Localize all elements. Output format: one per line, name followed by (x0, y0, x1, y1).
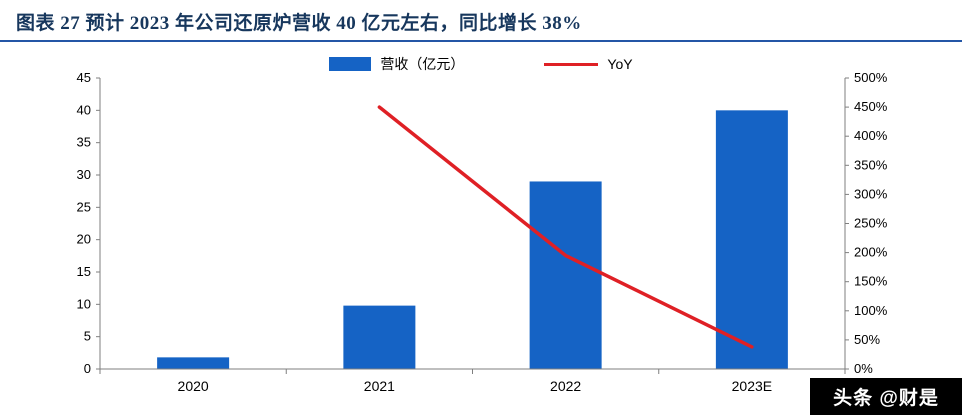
right-axis-label: 300% (854, 186, 888, 201)
right-axis-label: 250% (854, 216, 888, 231)
watermark-badge: 头条 @财是 (810, 378, 962, 415)
left-axis-label: 45 (77, 70, 91, 85)
legend-label-yoy: YoY (607, 56, 633, 72)
bar-2023E (715, 110, 788, 369)
left-axis-label: 40 (77, 102, 91, 117)
left-axis-label: 25 (77, 199, 91, 214)
x-axis-label: 2022 (550, 378, 581, 394)
left-axis-label: 20 (77, 232, 91, 247)
left-axis-label: 10 (77, 296, 91, 311)
left-axis-label: 0 (84, 361, 91, 376)
bar-2021 (343, 305, 416, 369)
figure-title: 图表 27 预计 2023 年公司还原炉营收 40 亿元左右，同比增长 38% (16, 13, 582, 34)
left-axis-label: 15 (77, 264, 91, 279)
left-axis-label: 5 (84, 329, 91, 344)
x-axis-label: 2020 (178, 378, 209, 394)
legend-item-revenue: 营收（亿元） (329, 54, 464, 74)
bar-2020 (157, 357, 230, 369)
right-axis-label: 0% (854, 361, 873, 376)
chart-legend: 营收（亿元） YoY (0, 54, 962, 74)
right-axis-label: 500% (854, 70, 888, 85)
title-divider (0, 40, 962, 42)
bar-2022 (529, 181, 602, 369)
legend-bar-swatch-icon (329, 57, 372, 71)
right-axis-label: 200% (854, 245, 888, 260)
legend-item-yoy: YoY (544, 56, 633, 72)
right-axis-label: 100% (854, 303, 888, 318)
x-axis-label: 2021 (364, 378, 395, 394)
left-axis-label: 35 (77, 135, 91, 150)
yoy-line (377, 105, 754, 349)
right-axis-label: 400% (854, 128, 888, 143)
legend-label-revenue: 营收（亿元） (380, 56, 465, 72)
x-axis-label: 2023E (732, 378, 772, 394)
right-axis-label: 450% (854, 99, 888, 114)
left-axis-label: 30 (77, 167, 91, 182)
legend-line-swatch-icon (544, 62, 599, 66)
right-axis-label: 50% (854, 332, 880, 347)
right-axis-label: 350% (854, 157, 888, 172)
right-axis-label: 150% (854, 274, 888, 289)
